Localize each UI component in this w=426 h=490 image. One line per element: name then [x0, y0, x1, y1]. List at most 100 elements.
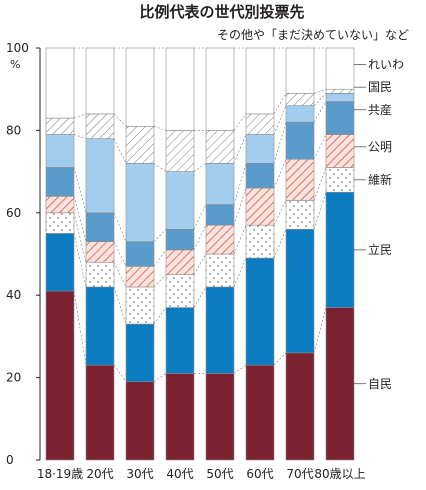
connector-line	[153, 274, 167, 288]
connector-line	[73, 196, 87, 242]
bar-segment	[125, 323, 155, 383]
bar-segment	[165, 130, 195, 172]
connector-line	[313, 101, 327, 123]
bar-segment	[165, 171, 195, 230]
bar-segment	[85, 286, 115, 366]
bar-segment	[85, 241, 115, 263]
bar-segment	[325, 307, 355, 461]
bar-segment	[45, 117, 75, 135]
bar-segment	[45, 233, 75, 292]
bar-segment	[85, 47, 115, 115]
connector-line	[273, 122, 287, 164]
chart-annotation: その他や「まだ決めていない」など	[217, 28, 409, 42]
connector-line	[273, 352, 287, 366]
y-tick-label: 80	[6, 123, 21, 137]
bar-segment	[125, 47, 155, 127]
bar-segment	[165, 373, 195, 461]
bar-segment	[205, 163, 235, 205]
connector-line	[73, 291, 87, 366]
bar-segment	[245, 187, 275, 226]
series-label: 共産	[368, 102, 392, 117]
connector-line	[313, 134, 327, 160]
connector-line	[113, 365, 127, 382]
bar-segment	[205, 373, 235, 461]
bar-segment	[325, 134, 355, 168]
bar-segment	[285, 352, 315, 461]
bar-segment	[245, 224, 275, 259]
bar-segment	[325, 191, 355, 308]
x-category-label: 20代	[86, 467, 113, 481]
x-category-label: 30代	[126, 467, 153, 481]
bar-segment	[285, 93, 315, 106]
y-tick-label: 100	[6, 41, 29, 55]
bar-segment	[325, 93, 355, 102]
bar-segment	[85, 113, 115, 139]
connector-line	[313, 93, 327, 106]
connector-line	[233, 187, 247, 226]
y-tick-label: 60	[6, 206, 21, 220]
x-category-label: 18·19歳	[37, 467, 83, 481]
bar-segment	[125, 241, 155, 267]
connector-line	[273, 229, 287, 259]
connector-line	[153, 229, 167, 242]
connector-line	[153, 163, 167, 172]
connector-line	[153, 249, 167, 267]
connector-line	[113, 286, 127, 325]
bar-segment	[245, 113, 275, 135]
bar-segment	[285, 200, 315, 230]
connector-line	[233, 113, 247, 131]
connector-line	[113, 241, 127, 267]
connector-line	[153, 307, 167, 325]
bar-segment	[205, 253, 235, 288]
connector-line	[73, 167, 87, 213]
connector-line	[193, 253, 207, 275]
connector-line	[153, 373, 167, 382]
series-label: 公明	[368, 140, 392, 154]
connector-line	[273, 159, 287, 189]
bar-segment	[285, 158, 315, 201]
bar-segment	[125, 125, 155, 164]
bar-segment	[205, 47, 235, 131]
bar-segment	[45, 290, 75, 461]
bar-segment	[245, 364, 275, 461]
connector-line	[233, 258, 247, 288]
connector-line	[113, 212, 127, 242]
connector-line	[313, 307, 327, 353]
connector-line	[193, 204, 207, 230]
bar-segment	[285, 47, 315, 94]
connector-line	[113, 113, 127, 127]
connector-line	[313, 192, 327, 230]
bar-segment	[245, 163, 275, 189]
connector-line	[233, 134, 247, 164]
bar-segment	[205, 130, 235, 164]
bar-segment	[205, 204, 235, 226]
bar-segment	[165, 249, 195, 275]
bar-segment	[165, 47, 195, 131]
bar-segment	[325, 101, 355, 135]
series-label: 立民	[368, 242, 392, 257]
x-category-label: 80歳以上	[314, 467, 365, 481]
bar-segment	[125, 163, 155, 242]
bar-segment	[85, 138, 115, 214]
x-category-label: 50代	[206, 467, 233, 481]
series-label: 自民	[368, 377, 392, 391]
bar-segment	[45, 167, 75, 197]
series-label: れいわ	[368, 57, 404, 71]
connector-line	[193, 225, 207, 251]
bar-segment	[245, 47, 275, 115]
connector-line	[233, 163, 247, 205]
bar-segment	[45, 134, 75, 168]
bar-segment	[125, 266, 155, 288]
y-unit-label: %	[10, 58, 20, 71]
connector-line	[233, 364, 247, 374]
connector-line	[73, 212, 87, 263]
connector-line	[73, 134, 87, 139]
bar-segment	[245, 134, 275, 164]
chart-title: 比例代表の世代別投票先	[139, 3, 304, 21]
bar-segment	[205, 286, 235, 374]
bar-segment	[85, 212, 115, 242]
x-category-label: 60代	[246, 467, 273, 481]
bar-segment	[85, 261, 115, 288]
connector-line	[73, 113, 87, 119]
